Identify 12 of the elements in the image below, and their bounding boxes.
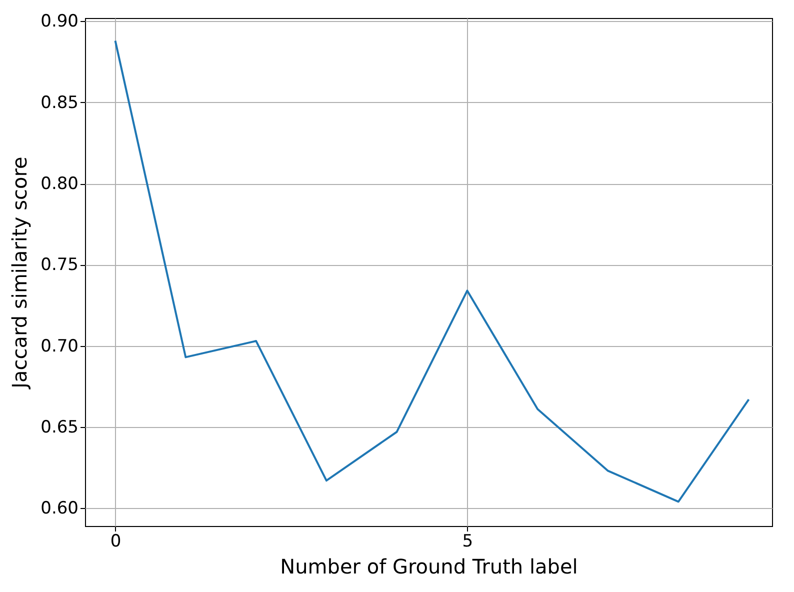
y-tick-label: 0.85 xyxy=(40,92,78,113)
y-tick-label: 0.65 xyxy=(40,417,78,438)
y-tick-label: 0.75 xyxy=(40,255,78,276)
line-series xyxy=(114,40,750,503)
x-axis-title: Number of Ground Truth label xyxy=(280,554,578,578)
x-tick-label: 5 xyxy=(462,532,474,552)
x-tick-label: 0 xyxy=(110,532,122,552)
y-tick-label: 0.60 xyxy=(40,498,78,519)
y-tick-label: 0.90 xyxy=(40,12,78,32)
y-tick-label: 0.70 xyxy=(40,336,78,356)
y-tick-label: 0.80 xyxy=(40,174,78,194)
y-axis-title: Jaccard similarity score xyxy=(8,156,32,390)
